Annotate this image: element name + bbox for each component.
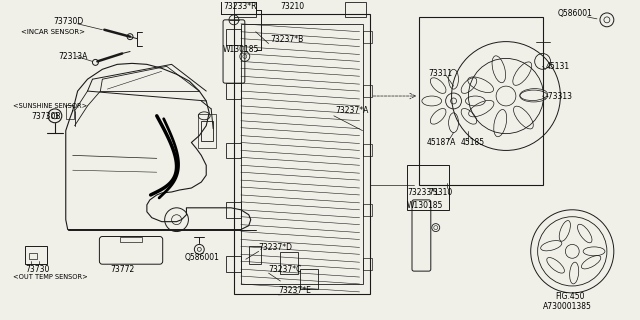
Bar — [120, 236, 142, 243]
Bar — [226, 202, 241, 218]
Text: -73313: -73313 — [545, 92, 573, 100]
Bar — [280, 252, 298, 274]
Bar — [241, 24, 362, 284]
Bar — [226, 29, 241, 44]
Text: 72313A: 72313A — [58, 52, 87, 61]
Bar — [249, 246, 260, 264]
Bar — [226, 142, 241, 158]
Text: 73237*D: 73237*D — [259, 243, 292, 252]
Bar — [362, 204, 372, 216]
Bar — [226, 83, 241, 99]
Bar — [25, 246, 47, 264]
Bar — [202, 121, 213, 140]
Text: 73233*L: 73233*L — [407, 188, 440, 197]
Bar — [407, 165, 449, 210]
Text: 73730B: 73730B — [31, 112, 61, 121]
Text: A730001385: A730001385 — [543, 302, 591, 311]
Text: <OUT TEMP SENSOR>: <OUT TEMP SENSOR> — [13, 274, 88, 280]
Text: <INCAR SENSOR>: <INCAR SENSOR> — [21, 29, 85, 35]
Bar — [221, 0, 256, 14]
Text: 73311: 73311 — [429, 69, 453, 78]
Text: Q586001: Q586001 — [557, 9, 592, 19]
Text: 45185: 45185 — [460, 138, 484, 147]
Text: 73237*A: 73237*A — [335, 106, 368, 116]
Text: 73310: 73310 — [429, 188, 453, 197]
Bar — [66, 105, 74, 119]
Bar — [234, 2, 256, 17]
Text: W130185: W130185 — [223, 45, 259, 54]
Text: 73772: 73772 — [110, 265, 134, 274]
Text: 73233*R: 73233*R — [223, 3, 257, 12]
Text: 73730D: 73730D — [53, 17, 83, 26]
Text: W130185: W130185 — [407, 201, 444, 210]
Text: 73730: 73730 — [25, 265, 49, 274]
Bar — [362, 85, 372, 97]
Bar — [362, 258, 372, 270]
Bar — [29, 253, 37, 259]
Bar — [234, 14, 371, 294]
Bar — [226, 256, 241, 272]
Bar — [300, 269, 318, 289]
Bar — [345, 2, 367, 17]
Text: <SUNSHINE SENSOR>: <SUNSHINE SENSOR> — [13, 103, 88, 109]
Text: Q586001: Q586001 — [184, 253, 220, 262]
Bar — [362, 31, 372, 43]
Bar — [419, 17, 543, 185]
Text: 45187A: 45187A — [427, 138, 456, 147]
Text: 73237*E: 73237*E — [278, 286, 311, 295]
Text: 73237*C: 73237*C — [269, 265, 302, 274]
Bar — [198, 114, 216, 148]
Bar — [362, 145, 372, 156]
Text: 73237*B: 73237*B — [271, 35, 304, 44]
Text: 73210: 73210 — [280, 3, 305, 12]
Text: 45131: 45131 — [545, 62, 570, 71]
Text: FIG.450: FIG.450 — [556, 292, 585, 301]
